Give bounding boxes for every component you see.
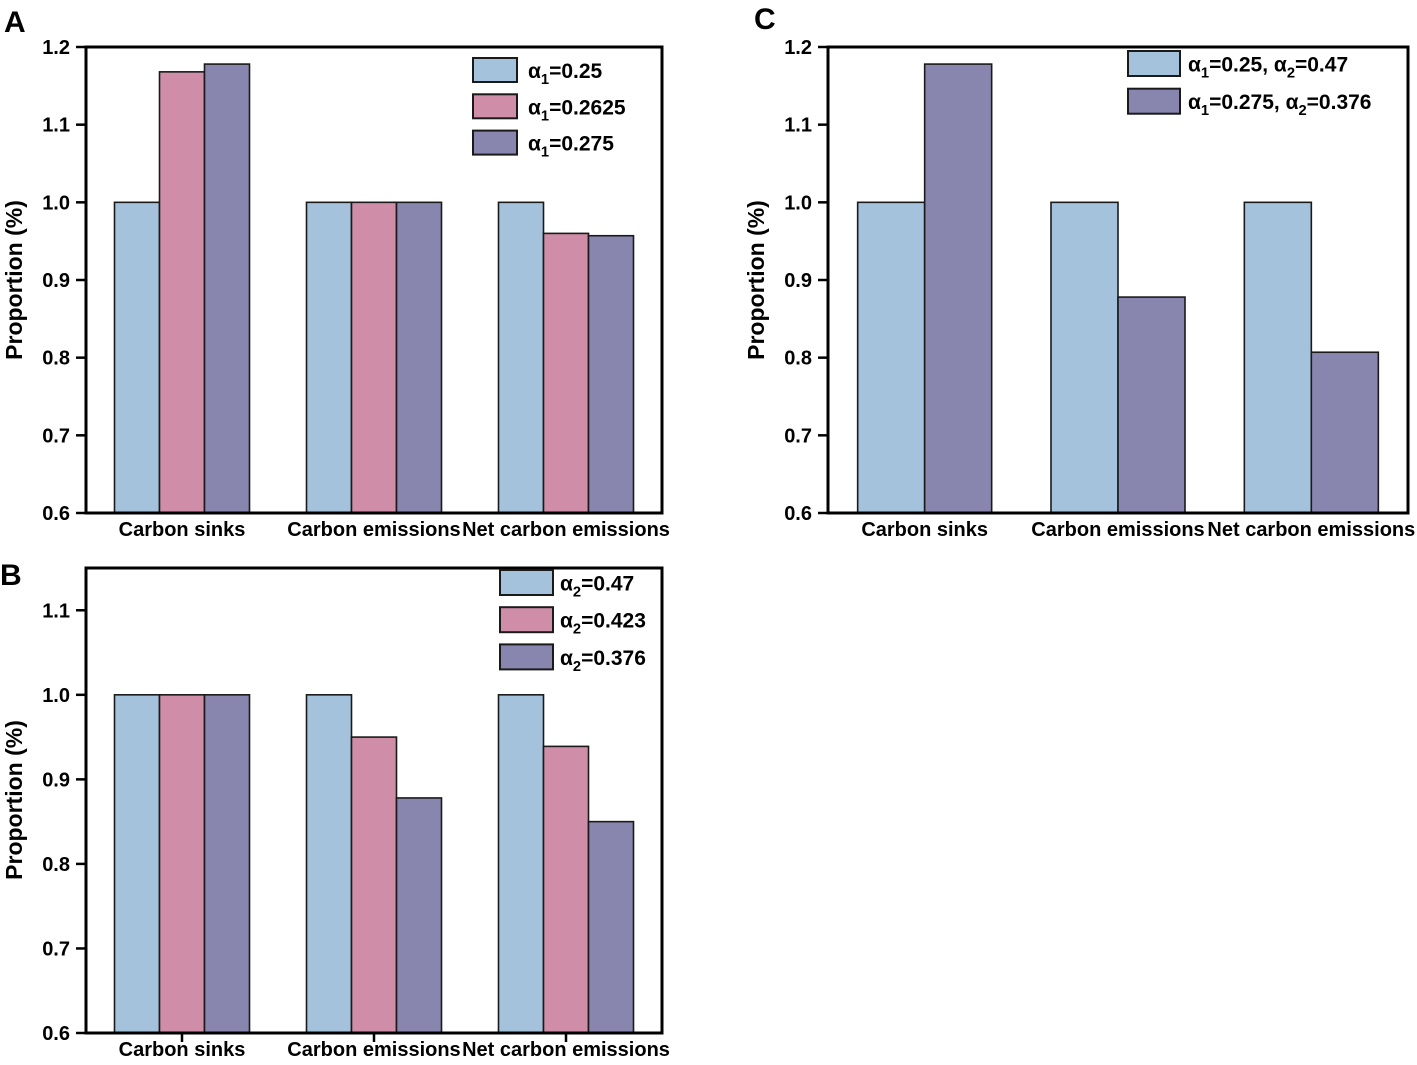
legend-swatch [472, 57, 518, 83]
category-label: Net carbon emissions [462, 519, 670, 541]
legend-swatch [472, 93, 518, 120]
y-tick-label: 1.2 [42, 37, 70, 59]
y-tick-label: 0.6 [42, 503, 70, 525]
bar-C-1-1 [1117, 296, 1186, 514]
panel-label: B [0, 559, 22, 592]
bar-B-2-1 [542, 745, 590, 1034]
legend-label: α1=0.275 [528, 133, 614, 161]
y-tick-label: 0.9 [784, 270, 812, 292]
legend-swatch [472, 129, 518, 156]
bar-A-2-1 [542, 232, 590, 514]
y-tick-label: 0.8 [42, 348, 70, 370]
bar-B-1-2 [395, 797, 443, 1034]
y-tick-label: 0.8 [784, 348, 812, 370]
bar-A-2-0 [497, 201, 545, 514]
bar-B-1-0 [305, 694, 353, 1034]
bar-C-0-0 [856, 201, 926, 514]
y-tick-label: 0.9 [42, 769, 70, 791]
legend-label: α1=0.25 [528, 60, 603, 88]
y-tick-label: 1.1 [784, 115, 812, 137]
bar-A-0-0 [113, 201, 161, 514]
y-tick-label: 0.7 [42, 938, 70, 960]
legend-swatch [499, 606, 554, 634]
legend-label: α1=0.25, α2=0.47 [1188, 54, 1348, 82]
category-label: Carbon emissions [287, 1039, 460, 1061]
y-tick-label: 0.6 [42, 1023, 70, 1045]
panel-label: C [754, 3, 776, 36]
bar-B-2-0 [497, 694, 545, 1034]
bar-A-0-1 [158, 71, 206, 514]
panel-label: A [4, 6, 26, 39]
legend-label: α2=0.376 [560, 647, 646, 675]
plot-border [84, 566, 664, 1035]
legend-label: α2=0.47 [560, 573, 634, 601]
y-tick-label: 1.1 [42, 600, 70, 622]
bar-C-0-1 [923, 63, 993, 514]
legend-swatch [499, 569, 554, 596]
legend-label: α2=0.423 [560, 610, 646, 638]
bar-C-2-1 [1310, 351, 1380, 514]
category-label: Carbon emissions [1031, 519, 1204, 541]
category-label: Carbon emissions [287, 519, 460, 541]
y-axis-title: Proportion (%) [743, 200, 769, 360]
legend-swatch [1127, 50, 1181, 77]
bar-A-1-2 [395, 201, 443, 514]
legend-label: α1=0.275, α2=0.376 [1188, 91, 1372, 119]
bar-B-0-1 [158, 694, 206, 1034]
category-label: Carbon sinks [861, 519, 988, 541]
panel-b-chart: B Proportion (%) Carbon sinks Carbon emissi… [0, 559, 670, 1061]
y-tick-label: 0.6 [784, 503, 812, 525]
y-tick-label: 1.2 [784, 37, 812, 59]
legend-swatch [499, 643, 554, 671]
y-tick-label: 1.0 [42, 192, 70, 214]
y-axis-title: Proportion (%) [1, 720, 27, 880]
category-label: Carbon sinks [119, 1039, 246, 1061]
panel-a-chart: A Proportion (%) Carbon sinks Carbon emissi… [1, 6, 670, 541]
y-tick-label: 1.1 [42, 115, 70, 137]
bar-B-2-2 [587, 820, 635, 1034]
panel-c-chart: C Proportion (%) Carbon sinks Carbon emissi… [743, 3, 1415, 541]
bar-B-0-2 [203, 694, 251, 1034]
bar-B-0-0 [113, 694, 161, 1034]
y-tick-label: 0.8 [42, 854, 70, 876]
y-axis-title: Proportion (%) [1, 200, 27, 360]
category-label: Net carbon emissions [1207, 519, 1415, 541]
y-tick-label: 0.7 [784, 425, 812, 447]
y-tick-label: 0.7 [42, 425, 70, 447]
bar-C-2-0 [1243, 201, 1313, 514]
bar-C-1-0 [1050, 201, 1119, 514]
category-label: Net carbon emissions [462, 1039, 670, 1061]
y-tick-label: 1.0 [42, 685, 70, 707]
bar-A-1-0 [305, 201, 353, 514]
y-tick-label: 0.9 [42, 270, 70, 292]
bar-B-1-1 [350, 736, 398, 1034]
legend-swatch [1127, 87, 1181, 115]
legend-label: α1=0.2625 [528, 96, 626, 124]
bar-A-0-2 [203, 63, 251, 514]
category-label: Carbon sinks [119, 519, 246, 541]
bar-A-2-2 [587, 234, 635, 514]
y-tick-label: 1.0 [784, 192, 812, 214]
bar-A-1-1 [350, 201, 398, 514]
